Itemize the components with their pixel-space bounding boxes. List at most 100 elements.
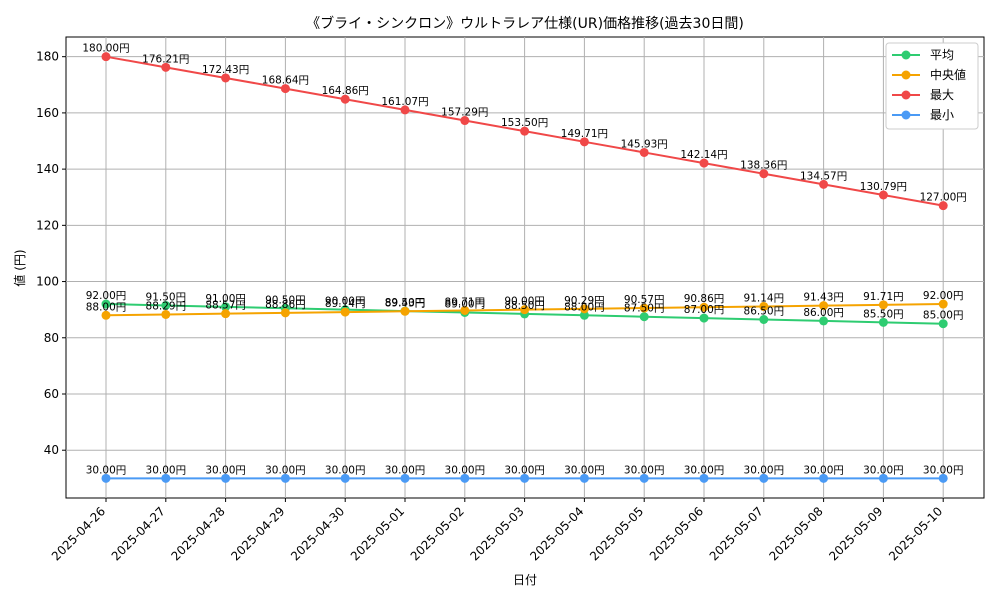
y-tick-label: 180 [36, 50, 59, 64]
data-label: 138.36円 [740, 160, 787, 172]
data-label: 180.00円 [82, 43, 129, 55]
data-point [101, 310, 111, 320]
data-label: 89.00円 [445, 298, 486, 310]
data-label: 149.71円 [561, 128, 608, 140]
x-tick-label: 2025-05-03 [468, 504, 527, 563]
legend-frame [885, 42, 979, 130]
data-label: 30.00円 [803, 464, 844, 476]
data-label: 30.00円 [265, 464, 306, 476]
data-point [280, 84, 290, 94]
data-point [340, 94, 350, 104]
data-label: 176.21円 [142, 53, 189, 65]
data-label: 92.00円 [923, 290, 964, 302]
data-label: 168.64円 [262, 75, 309, 87]
data-label: 30.00円 [146, 464, 187, 476]
data-label: 30.00円 [445, 464, 486, 476]
data-label: 90.29円 [564, 295, 605, 307]
data-label: 134.57円 [800, 170, 847, 182]
data-label: 30.00円 [744, 464, 785, 476]
data-point [520, 126, 530, 136]
legend-swatch-marker [901, 110, 911, 120]
data-label: 88.57円 [205, 300, 246, 312]
data-point [759, 315, 769, 325]
legend-swatch-marker [901, 70, 911, 80]
legend-swatch-marker [901, 50, 911, 60]
data-point [938, 473, 948, 483]
data-point [161, 62, 171, 72]
data-label: 92.00円 [86, 290, 127, 302]
data-point [579, 473, 589, 483]
data-label: 89.71円 [445, 296, 486, 308]
data-label: 30.00円 [385, 464, 426, 476]
x-tick-label: 2025-05-04 [527, 504, 586, 563]
data-label: 30.00円 [923, 464, 964, 476]
data-label: 142.14円 [680, 149, 727, 161]
x-tick-label: 2025-04-30 [288, 504, 347, 563]
data-label: 30.00円 [684, 464, 725, 476]
data-label: 88.00円 [86, 301, 127, 313]
data-label: 89.43円 [385, 297, 426, 309]
data-point [699, 473, 709, 483]
data-label: 88.00円 [564, 301, 605, 313]
data-point [819, 301, 829, 311]
x-tick-label: 2025-05-05 [587, 504, 646, 563]
data-label: 164.86円 [322, 85, 369, 97]
data-point [639, 303, 649, 313]
y-tick-label: 160 [36, 106, 59, 120]
data-point [699, 302, 709, 312]
data-label: 30.00円 [325, 464, 366, 476]
data-point [759, 301, 769, 311]
data-point [938, 299, 948, 309]
data-point [340, 473, 350, 483]
x-tick-label: 2025-04-26 [49, 504, 108, 563]
data-point [938, 201, 948, 211]
legend-label: 平均 [930, 48, 954, 62]
x-tick-label: 2025-05-02 [408, 504, 467, 563]
data-label: 88.86円 [265, 299, 306, 311]
x-tick-label: 2025-05-09 [826, 504, 885, 563]
data-label: 87.00円 [684, 304, 725, 316]
data-label: 86.00円 [803, 307, 844, 319]
data-label: 130.79円 [860, 181, 907, 193]
data-label: 91.00円 [205, 293, 246, 305]
data-label: 85.50円 [863, 308, 904, 320]
data-point [520, 305, 530, 315]
data-labels: 92.00円 91.50円 91.00円 90.50円 90.00円 89.50円 89.0… [82, 43, 966, 477]
data-point [759, 169, 769, 179]
data-point [579, 304, 589, 314]
y-tick-label: 60 [44, 387, 59, 401]
data-label: 145.93円 [621, 138, 668, 150]
data-point [221, 473, 231, 483]
y-tick-label: 40 [44, 443, 59, 457]
data-point [460, 305, 470, 315]
data-label: 90.00円 [325, 296, 366, 308]
x-tick-label: 2025-04-28 [169, 504, 228, 563]
data-point [938, 319, 948, 329]
data-label: 91.14円 [744, 292, 785, 304]
data-point [639, 473, 649, 483]
data-label: 90.57円 [624, 294, 665, 306]
data-point [161, 473, 171, 483]
data-point [639, 147, 649, 157]
data-point [460, 473, 470, 483]
data-point [161, 309, 171, 319]
legend-swatch-marker [901, 90, 911, 100]
data-label: 89.50円 [385, 297, 426, 309]
data-label: 91.50円 [146, 291, 187, 303]
data-label: 90.86円 [684, 293, 725, 305]
data-point [699, 158, 709, 168]
data-point [221, 309, 231, 319]
x-tick-label: 2025-04-27 [109, 504, 168, 563]
y-tick-label: 120 [36, 218, 59, 232]
data-label: 30.00円 [205, 464, 246, 476]
y-axis-label: 値 (円) [12, 249, 27, 286]
y-tick-label: 80 [44, 331, 59, 345]
data-label: 172.43円 [202, 64, 249, 76]
grid [66, 37, 984, 498]
data-point [161, 300, 171, 310]
data-point [400, 473, 410, 483]
data-point [878, 300, 888, 310]
data-point [878, 190, 888, 200]
